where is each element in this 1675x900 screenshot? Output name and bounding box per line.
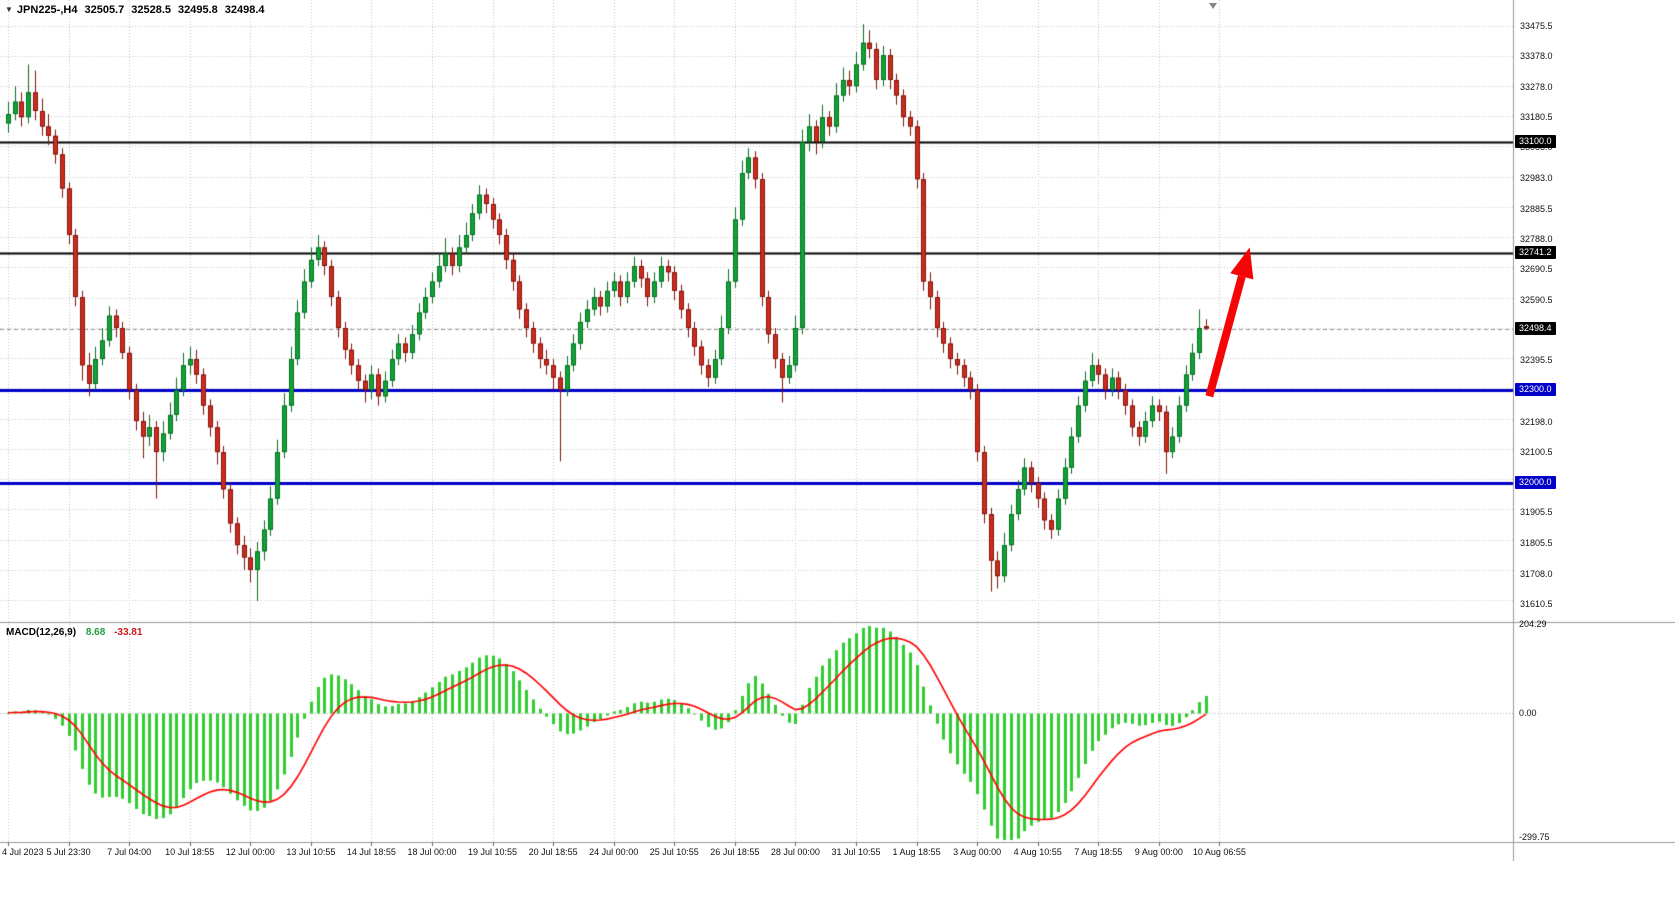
price-tick-label: 32885.5	[1520, 203, 1553, 214]
quote-open: 32505.7	[84, 4, 125, 16]
time-tick-label: 7 Jul 04:00	[107, 847, 152, 857]
time-tick-label: 1 Aug 18:55	[892, 847, 941, 857]
macd-scale-max: 204.29	[1519, 619, 1547, 629]
price-tick-label: 32690.5	[1520, 263, 1553, 274]
time-axis[interactable]: 4 Jul 2023 5 Jul 23:30 7 Jul 04:00 10 Jul 1…	[0, 843, 1513, 863]
price-badge: 32741.2	[1515, 246, 1556, 260]
macd-scale-min: -299.75	[1519, 832, 1550, 842]
price-tick-label: 31805.5	[1520, 538, 1553, 549]
time-tick-label: 9 Aug 00:00	[1134, 847, 1183, 857]
quote-close: 32498.4	[224, 4, 265, 16]
time-tick-label: 12 Jul 00:00	[225, 847, 275, 857]
price-tick-label: 32198.0	[1520, 416, 1553, 427]
time-tick-label: 28 Jul 00:00	[770, 847, 820, 857]
price-tick-label: 32395.5	[1520, 355, 1553, 366]
time-tick-label: 10 Aug 06:55	[1192, 847, 1246, 857]
price-badge: 33100.0	[1515, 134, 1556, 148]
price-badge: 32000.0	[1515, 476, 1556, 490]
time-tick-label: 10 Jul 18:55	[165, 847, 215, 857]
time-tick-label: 3 Aug 00:00	[953, 847, 1002, 857]
price-tick-label: 31905.5	[1520, 507, 1553, 518]
macd-name: MACD(12,26,9)	[6, 627, 77, 638]
price-tick-label: 33378.0	[1520, 50, 1553, 61]
time-tick-label: 7 Aug 18:55	[1074, 847, 1123, 857]
macd-scale-zero: 0.00	[1519, 707, 1537, 718]
time-tick-label: 24 Jul 00:00	[589, 847, 639, 857]
price-tick-label: 31708.0	[1520, 568, 1553, 579]
quote-high: 32528.5	[131, 4, 171, 16]
chart-title-bar: ▼ JPN225-,H4 32505.7 32528.5 32495.8 324…	[5, 4, 265, 16]
price-tick-label: 32788.0	[1520, 233, 1553, 244]
quote-low: 32495.8	[178, 4, 218, 16]
price-axis[interactable]: 33475.533378.033278.033180.533083.032983…	[1514, 0, 1675, 900]
time-tick-label: 4 Aug 10:55	[1013, 847, 1062, 857]
price-badge: 32300.0	[1515, 383, 1556, 397]
time-tick-label: 14 Jul 18:55	[346, 847, 396, 857]
symbol-period-label: JPN225-,H4	[16, 4, 78, 16]
chart-shift-marker[interactable]	[1209, 3, 1217, 9]
price-tick-label: 32100.5	[1520, 446, 1553, 457]
price-tick-label: 33475.5	[1520, 20, 1553, 31]
price-badge: 32498.4	[1515, 321, 1556, 335]
one-click-trading-icon[interactable]: ▼	[5, 5, 13, 14]
time-tick-label: 13 Jul 10:55	[286, 847, 336, 857]
time-tick-label: 20 Jul 18:55	[528, 847, 578, 857]
macd-indicator-label: MACD(12,26,9) 8.68 -33.81	[6, 627, 142, 638]
macd-signal-value: -33.81	[114, 627, 143, 638]
price-tick-label: 33278.0	[1520, 81, 1553, 92]
time-tick-label: 19 Jul 10:55	[468, 847, 518, 857]
time-tick-label: 18 Jul 00:00	[407, 847, 457, 857]
price-tick-label: 33180.5	[1520, 112, 1553, 123]
price-tick-label: 31610.5	[1520, 598, 1553, 609]
time-tick-label: 5 Jul 23:30	[46, 847, 91, 857]
price-tick-label: 32983.0	[1520, 173, 1553, 184]
time-tick-label: 25 Jul 10:55	[649, 847, 699, 857]
time-tick-label: 4 Jul 2023	[2, 847, 44, 857]
macd-main-value: 8.68	[85, 627, 106, 638]
time-tick-label: 31 Jul 10:55	[831, 847, 881, 857]
time-tick-label: 26 Jul 18:55	[710, 847, 760, 857]
price-tick-label: 32590.5	[1520, 294, 1553, 305]
